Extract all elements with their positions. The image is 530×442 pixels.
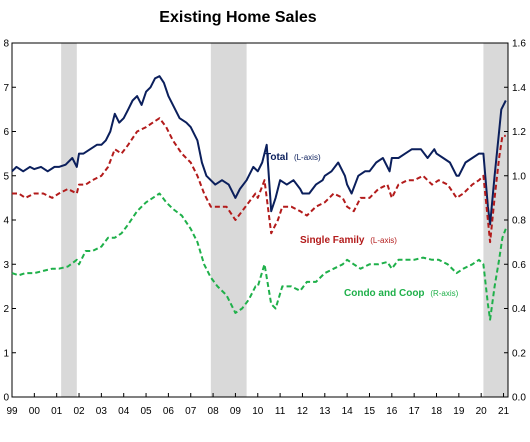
left-axis-label-6: 6 [3,127,9,138]
single-family-annotation-axis: (L-axis) [370,236,397,245]
series-group [11,75,507,321]
recession-band-0 [61,43,77,397]
x-axis-label-14: 14 [342,406,354,417]
single-family-series-line [12,117,506,244]
left-axis-label-1: 1 [3,348,9,359]
recession-band-2 [483,43,508,397]
plot-area-frame [11,42,509,398]
x-axis-label-00: 00 [29,406,41,417]
right-axis-label-0.2: 0.2 [512,348,526,359]
x-axis-label-04: 04 [118,406,130,417]
left-axis-label-2: 2 [3,304,9,315]
x-axis-label-18: 18 [431,406,443,417]
chart-title: Existing Home Sales [159,9,316,26]
right-axis-label-1.6: 1.6 [512,39,526,50]
condo-coop-series-line [11,192,507,321]
left-axis-label-8: 8 [3,39,9,50]
right-axis-label-0.0: 0.0 [512,393,526,404]
total-annotation-axis: (L-axis) [294,153,321,162]
condo-coop-annotation-name: Condo and Coop [344,288,425,299]
right-axis-label-0.6: 0.6 [512,260,526,271]
x-axis-label-09: 09 [230,406,242,417]
right-axis-label-1.0: 1.0 [512,171,526,182]
left-axis-label-7: 7 [3,83,9,94]
x-axis-label-10: 10 [252,406,264,417]
x-axis-label-13: 13 [319,406,331,417]
x-axis-label-99: 99 [6,406,18,417]
left-axis-label-5: 5 [3,171,9,182]
recession-shading-group [61,43,508,397]
left-axis-label-3: 3 [3,260,9,271]
x-axis-label-21: 21 [498,406,510,417]
left-axis-label-4: 4 [3,216,9,227]
x-axis-label-11: 11 [275,406,286,417]
right-axis-label-0.8: 0.8 [512,216,526,227]
single-family-annotation-name: Single Family [300,235,365,246]
x-axis-label-15: 15 [364,406,376,417]
condo-coop-annotation: Condo and Coop (R-axis) [344,288,459,299]
x-axis-label-01: 01 [51,406,63,417]
total-series-line [11,75,507,226]
right-axis-label-1.4: 1.4 [512,83,526,94]
right-axis-label-1.2: 1.2 [512,127,526,138]
x-axis-label-16: 16 [386,406,398,417]
x-axis-label-19: 19 [453,406,465,417]
x-axis-label-12: 12 [297,406,309,417]
x-axis-label-03: 03 [96,406,108,417]
condo-coop-annotation-axis: (R-axis) [430,289,458,298]
recession-band-1 [210,43,247,397]
total-annotation-name: Total [265,152,288,163]
x-axis-label-17: 17 [409,406,421,417]
x-axis-label-20: 20 [476,406,488,417]
left-axis-label-0: 0 [3,393,9,404]
x-axis-label-07: 07 [185,406,197,417]
single-family-annotation: Single Family (L-axis) [300,235,397,246]
total-annotation: Total (L-axis) [265,152,321,163]
x-axis-label-08: 08 [208,406,220,417]
x-axis-label-05: 05 [140,406,152,417]
right-axis-label-0.4: 0.4 [512,304,526,315]
x-axis-label-06: 06 [163,406,175,417]
x-axis-label-02: 02 [73,406,85,417]
